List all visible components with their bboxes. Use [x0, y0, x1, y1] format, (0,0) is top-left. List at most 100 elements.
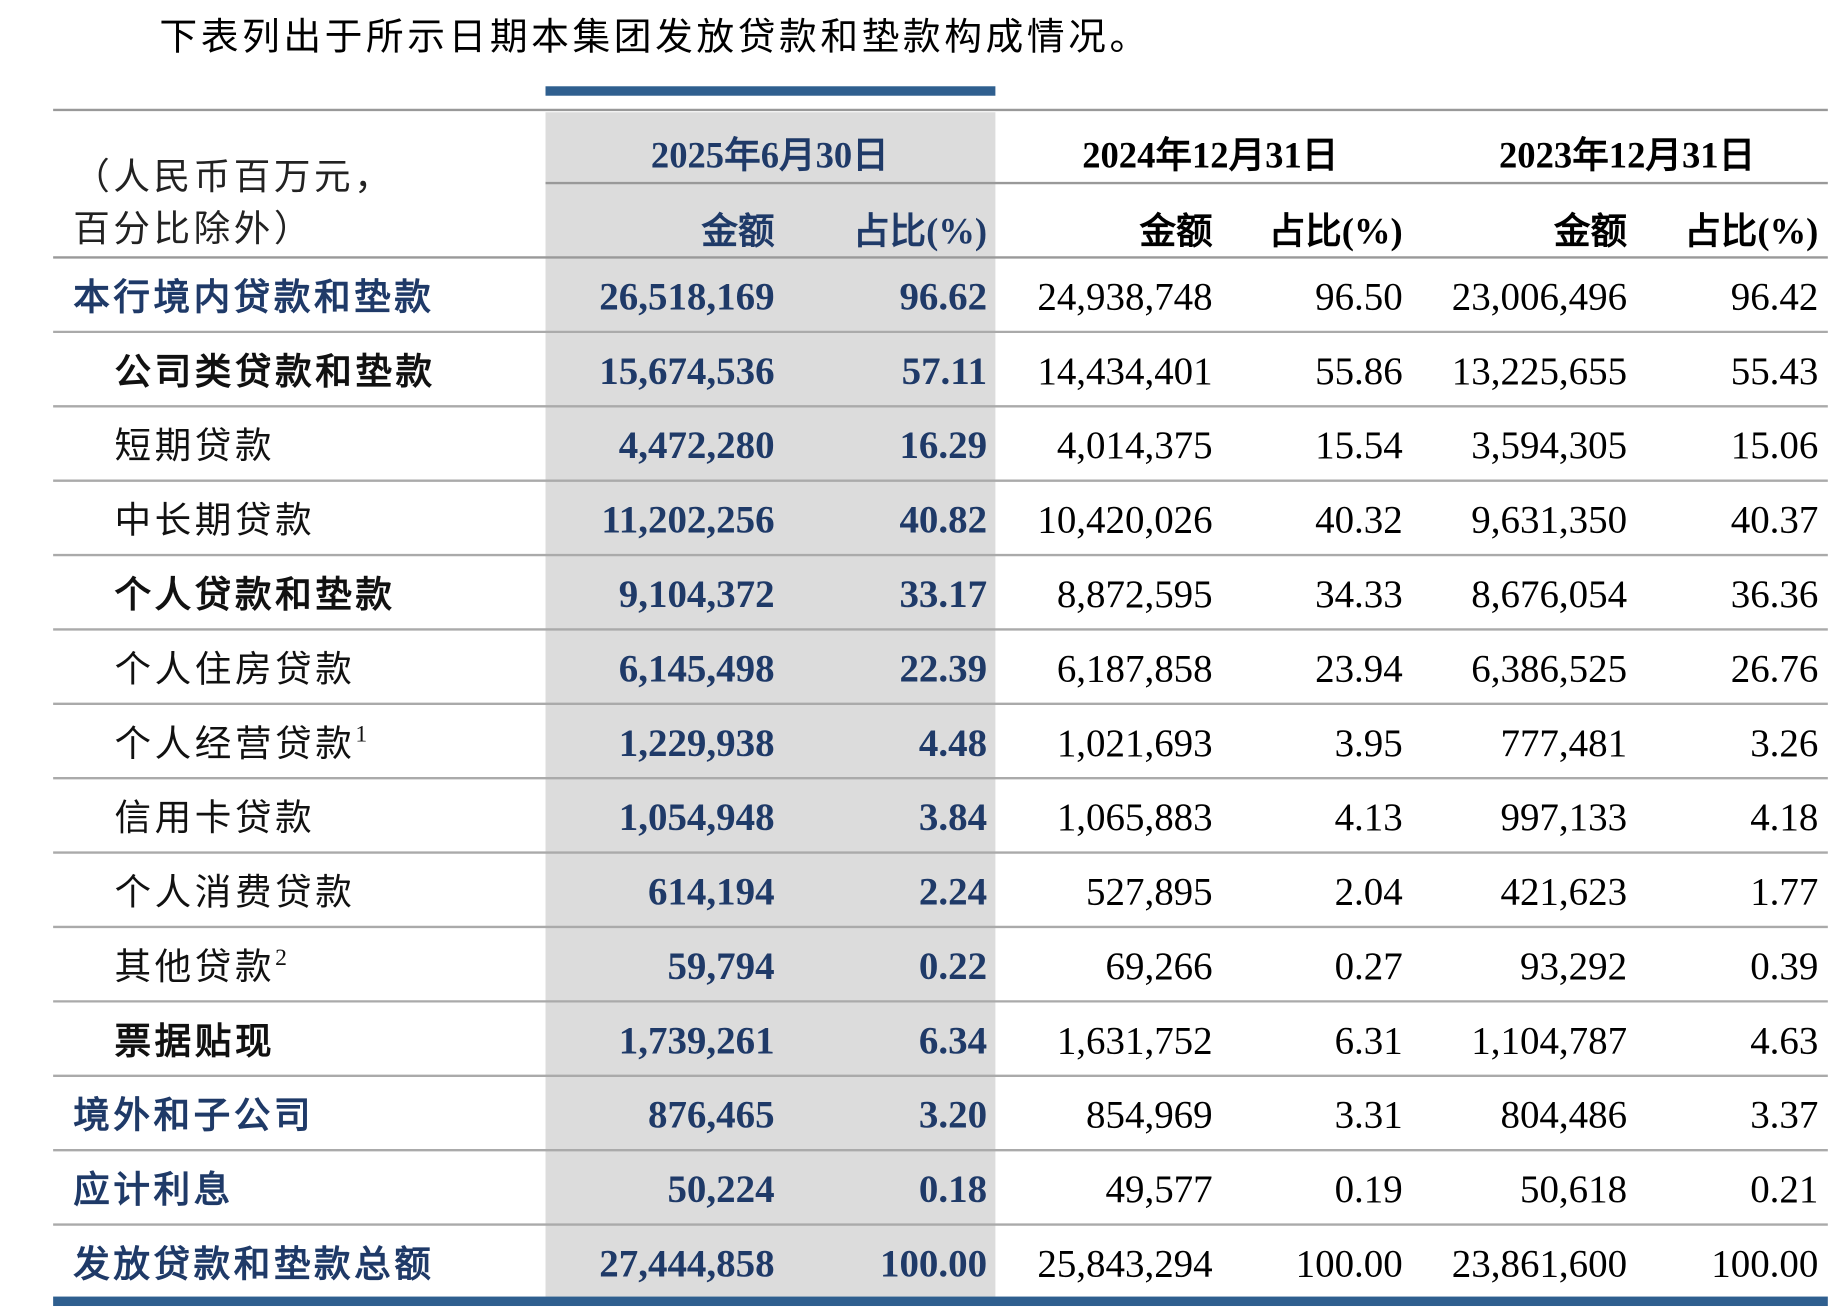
- row-label: 其他贷款2: [115, 945, 291, 987]
- ratio-cell: 4.18: [1750, 796, 1818, 839]
- ratio-header: 占比(%): [1684, 210, 1818, 251]
- top-accent-bar: [545, 86, 996, 96]
- amount-cell: 27,444,858: [599, 1242, 774, 1285]
- period-header: 2025年6月30日: [651, 135, 889, 176]
- amount-cell: 8,676,054: [1471, 573, 1627, 616]
- ratio-cell: 1.77: [1750, 871, 1818, 914]
- row-label: 本行境内贷款和垫款: [73, 276, 434, 317]
- ratio-cell: 15.06: [1731, 424, 1819, 467]
- ratio-cell: 0.39: [1750, 945, 1818, 988]
- amount-cell: 49,577: [1106, 1168, 1213, 1211]
- amount-cell: 59,794: [667, 945, 774, 988]
- row-label: 短期贷款: [115, 425, 276, 466]
- unit-note: 百分比除外）: [73, 208, 314, 249]
- amount-cell: 11,202,256: [601, 499, 774, 542]
- amount-cell: 23,861,600: [1452, 1242, 1627, 1285]
- amount-cell: 50,618: [1520, 1168, 1627, 1211]
- amount-cell: 93,292: [1520, 945, 1627, 988]
- amount-cell: 6,187,858: [1057, 647, 1213, 690]
- amount-cell: 69,266: [1106, 945, 1213, 988]
- amount-cell: 4,472,280: [619, 424, 775, 467]
- amount-cell: 9,631,350: [1471, 499, 1627, 542]
- period-header: 2023年12月31日: [1499, 135, 1755, 176]
- ratio-cell: 34.33: [1315, 573, 1403, 616]
- ratio-cell: 3.20: [919, 1094, 987, 1137]
- amount-header: 金额: [1553, 210, 1628, 251]
- amount-cell: 527,895: [1086, 871, 1213, 914]
- row-label-text: 信用卡贷款: [115, 797, 316, 838]
- ratio-cell: 3.37: [1750, 1094, 1818, 1137]
- ratio-cell: 16.29: [899, 424, 987, 467]
- amount-cell: 50,224: [667, 1168, 774, 1211]
- row-label-text: 应计利息: [73, 1169, 234, 1210]
- row-label-text: 本行境内贷款和垫款: [73, 276, 434, 317]
- row-label: 个人贷款和垫款: [115, 574, 396, 615]
- ratio-cell: 100.00: [1711, 1242, 1818, 1285]
- ratio-cell: 33.17: [899, 573, 987, 616]
- ratio-cell: 26.76: [1731, 647, 1819, 690]
- ratio-cell: 40.82: [899, 499, 987, 542]
- amount-cell: 14,434,401: [1037, 350, 1212, 393]
- row-label-text: 发放贷款和垫款总额: [73, 1243, 434, 1284]
- row-label: 信用卡贷款: [115, 797, 316, 838]
- row-label-text: 票据贴现: [115, 1020, 276, 1061]
- ratio-cell: 3.84: [919, 796, 987, 839]
- row-label: 境外和子公司: [73, 1095, 314, 1136]
- amount-header: 金额: [1138, 210, 1213, 251]
- ratio-cell: 3.95: [1335, 722, 1403, 765]
- amount-cell: 997,133: [1500, 796, 1627, 839]
- amount-cell: 9,104,372: [619, 573, 775, 616]
- amount-cell: 10,420,026: [1037, 499, 1212, 542]
- ratio-cell: 4.63: [1750, 1019, 1818, 1062]
- amount-cell: 23,006,496: [1452, 275, 1627, 318]
- row-label: 应计利息: [73, 1169, 234, 1210]
- amount-cell: 3,594,305: [1471, 424, 1627, 467]
- ratio-cell: 6.31: [1335, 1019, 1403, 1062]
- amount-cell: 25,843,294: [1037, 1242, 1212, 1285]
- ratio-cell: 4.48: [919, 722, 987, 765]
- ratio-cell: 23.94: [1315, 647, 1403, 690]
- ratio-cell: 96.42: [1731, 275, 1819, 318]
- amount-cell: 13,225,655: [1452, 350, 1627, 393]
- row-label-text: 短期贷款: [115, 425, 276, 466]
- footnote-ref: 2: [275, 945, 290, 971]
- period-header: 2024年12月31日: [1082, 135, 1338, 176]
- ratio-cell: 0.22: [919, 945, 987, 988]
- ratio-header: 占比(%): [853, 210, 987, 251]
- ratio-cell: 22.39: [899, 647, 987, 690]
- amount-cell: 6,386,525: [1471, 647, 1627, 690]
- amount-cell: 4,014,375: [1057, 424, 1213, 467]
- ratio-cell: 2.04: [1335, 871, 1403, 914]
- row-label-text: 公司类贷款和垫款: [115, 351, 436, 392]
- row-label: 公司类贷款和垫款: [115, 351, 436, 392]
- row-label: 个人经营贷款1: [115, 722, 371, 764]
- ratio-cell: 3.26: [1750, 722, 1818, 765]
- ratio-cell: 6.34: [919, 1019, 987, 1062]
- row-label-text: 个人贷款和垫款: [115, 574, 396, 615]
- ratio-cell: 2.24: [919, 871, 987, 914]
- amount-cell: 804,486: [1500, 1094, 1627, 1137]
- ratio-cell: 0.21: [1750, 1168, 1818, 1211]
- intro: 下表列出于所示日期本集团发放贷款和垫款构成情况。: [159, 17, 1150, 59]
- amount-cell: 876,465: [648, 1094, 775, 1137]
- amount-header: 金额: [700, 210, 775, 251]
- amount-cell: 24,938,748: [1037, 275, 1212, 318]
- row-label-text: 其他贷款: [115, 946, 276, 987]
- ratio-cell: 96.50: [1315, 275, 1403, 318]
- ratio-cell: 55.43: [1731, 350, 1819, 393]
- row-label: 中长期贷款: [115, 500, 316, 541]
- amount-cell: 421,623: [1500, 871, 1627, 914]
- ratio-cell: 40.32: [1315, 499, 1403, 542]
- row-label: 个人住房贷款: [115, 648, 356, 689]
- bottom-bar: [53, 1296, 1828, 1307]
- row-label-text: 个人经营贷款: [115, 723, 356, 764]
- ratio-header: 占比(%): [1269, 210, 1403, 251]
- ratio-cell: 40.37: [1731, 499, 1819, 542]
- amount-cell: 1,021,693: [1057, 722, 1213, 765]
- amount-cell: 8,872,595: [1057, 573, 1213, 616]
- amount-cell: 1,739,261: [619, 1019, 775, 1062]
- amount-cell: 1,229,938: [619, 722, 775, 765]
- row-label-text: 境外和子公司: [73, 1095, 314, 1136]
